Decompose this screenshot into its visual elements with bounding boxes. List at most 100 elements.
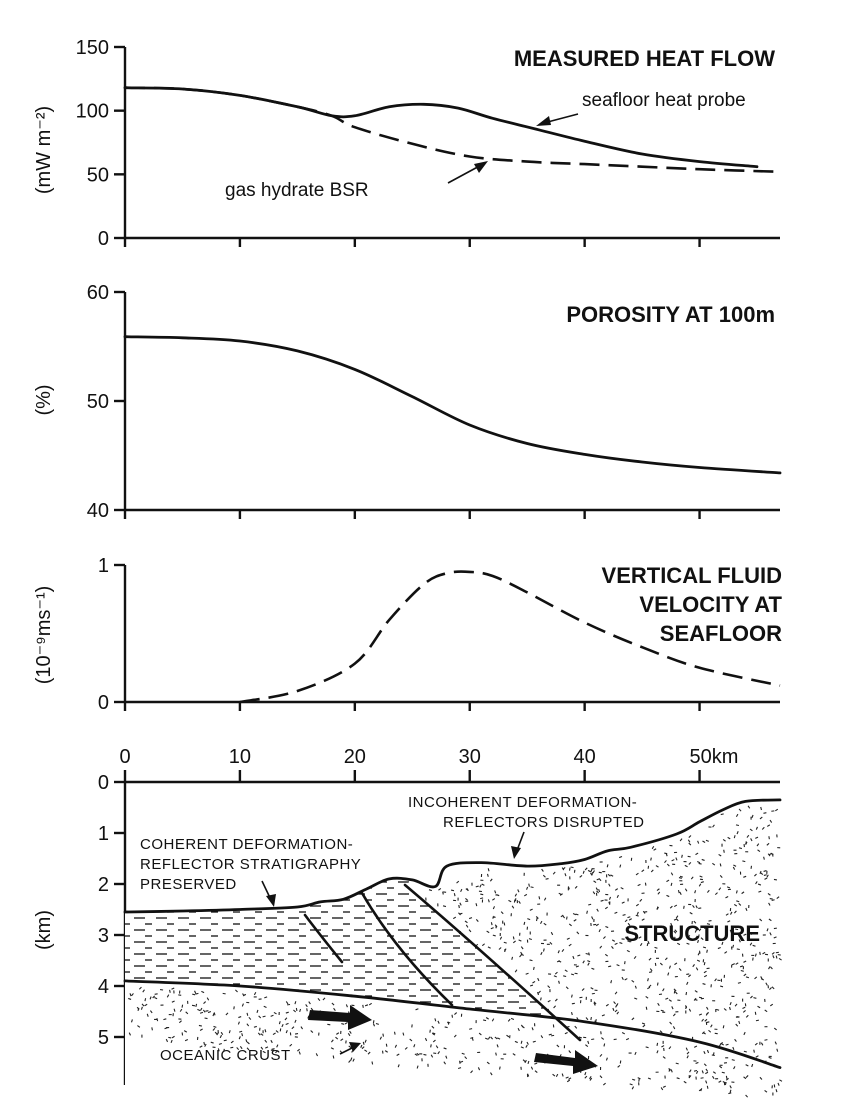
stipple-dot: [649, 968, 653, 972]
crust-dot: [362, 1004, 364, 1008]
velocity-title-line-3: SEAFLOOR: [660, 621, 782, 646]
stipple-dot: [452, 916, 457, 920]
crust-dot: [556, 1044, 560, 1048]
crust-dot: [164, 1027, 168, 1030]
crust-dot: [238, 1036, 241, 1040]
crust-dot: [285, 1030, 288, 1034]
stipple-dot: [738, 902, 742, 906]
crust-dot: [693, 1045, 698, 1048]
crust-dot: [430, 1044, 432, 1048]
crust-dot: [712, 1075, 715, 1080]
stipple-dot: [579, 874, 583, 878]
stipple-dot: [572, 955, 575, 960]
stipple-dot: [743, 960, 747, 963]
crust-dot: [276, 1044, 279, 1048]
x-tick-label: 20: [344, 746, 366, 768]
stipple-dot: [645, 1006, 648, 1010]
fault-1: [303, 913, 344, 964]
crust-dot: [568, 1077, 572, 1080]
stipple-dot: [720, 813, 724, 816]
stipple-dot: [523, 893, 528, 897]
crust-dot: [278, 1021, 281, 1025]
crust-dot: [430, 1054, 434, 1058]
stipple-dot: [593, 880, 597, 884]
crust-dot: [520, 1024, 524, 1028]
stipple-dot: [672, 1026, 676, 1030]
stipple-dot: [732, 1046, 735, 1051]
stipple-dot: [552, 871, 556, 875]
structure-ylabel: (km): [33, 910, 55, 950]
stipple-dot: [614, 1009, 618, 1013]
stipple-dot: [442, 891, 444, 895]
stipple-dot: [726, 886, 731, 889]
crust-dot: [184, 1039, 189, 1042]
crust-dot: [375, 1022, 380, 1025]
crust-dot: [602, 1082, 606, 1086]
crust-dot: [530, 1066, 534, 1070]
stipple-dot: [606, 864, 609, 868]
stipple-dot: [733, 903, 738, 907]
stipple-dot: [671, 1006, 674, 1010]
stipple-dot: [754, 1042, 758, 1046]
stipple-dot: [557, 950, 560, 954]
crust-dot: [382, 1033, 385, 1037]
stipple-dot: [519, 954, 522, 958]
stipple-dot: [514, 893, 518, 897]
crust-dot: [520, 1040, 523, 1044]
stipple-dot: [695, 967, 699, 971]
stipple-dot: [763, 874, 767, 876]
crust-dot: [514, 1040, 518, 1044]
crust-dot: [138, 986, 142, 990]
crust-dot: [142, 989, 145, 993]
stipple-dot: [705, 839, 709, 842]
crust-dot: [347, 1033, 351, 1037]
crust-dot: [432, 1032, 436, 1035]
crust-dot: [225, 1012, 229, 1016]
stipple-dot: [693, 920, 697, 924]
stipple-dot: [456, 880, 460, 884]
crust-dot: [728, 1092, 732, 1095]
stipple-dot: [703, 974, 708, 978]
stipple-dot: [769, 966, 773, 970]
crust-dot: [705, 1071, 709, 1075]
stipple-dot: [697, 934, 700, 938]
stipple-dot: [718, 853, 722, 857]
stipple-dot: [503, 922, 506, 926]
stipple-dot: [575, 965, 579, 968]
stipple-dot: [701, 858, 705, 861]
crust-dot: [128, 1032, 131, 1036]
stipple-dot: [749, 942, 753, 946]
stipple-dot: [745, 976, 749, 979]
stipple-dot: [706, 889, 710, 893]
stipple-dot: [487, 899, 490, 903]
crust-dot: [483, 1019, 487, 1022]
stipple-dot: [525, 972, 529, 975]
stipple-dot: [592, 870, 595, 874]
crust-dot: [414, 1053, 418, 1057]
stipple-dot: [667, 972, 670, 976]
stipple-dot: [487, 946, 491, 949]
crust-dot: [350, 1057, 353, 1061]
stipple-dot: [717, 946, 721, 950]
stipple-dot: [742, 860, 746, 863]
crust-dot: [137, 1025, 141, 1028]
stipple-dot: [697, 840, 700, 844]
crust-dot: [634, 1051, 637, 1056]
stipple-dot: [475, 885, 479, 888]
incoherent-arrowhead: [511, 846, 521, 859]
crust-dot: [171, 987, 175, 990]
x-tick-label: 50km: [690, 746, 739, 768]
stipple-dot: [701, 1031, 705, 1035]
crust-dot: [603, 1043, 606, 1047]
stipple-dot: [698, 1013, 703, 1016]
crust-dot: [725, 1075, 728, 1079]
stipple-dot: [732, 866, 736, 870]
stipple-dot: [529, 908, 533, 911]
stipple-dot: [587, 962, 590, 966]
crust-dot: [437, 1020, 440, 1024]
stipple-dot: [645, 996, 649, 999]
stipple-dot: [608, 901, 611, 905]
stipple-dot: [759, 918, 763, 922]
crust-dot: [332, 1055, 335, 1059]
stipple-dot: [684, 864, 688, 868]
